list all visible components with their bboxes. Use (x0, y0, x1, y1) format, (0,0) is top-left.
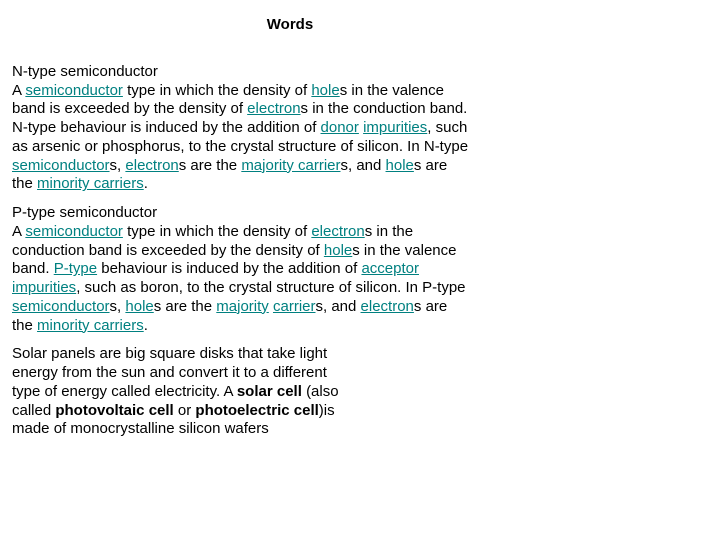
page-title: Words (12, 16, 708, 35)
link-semiconductor[interactable]: semiconductor (12, 157, 110, 174)
entry-solar: Solar panels are big square disks that t… (12, 345, 352, 439)
link-acceptor[interactable]: acceptor (361, 260, 419, 277)
link-electron[interactable]: electron (361, 298, 414, 315)
link-electron[interactable]: electron (247, 100, 300, 117)
ntype-heading: N-type semiconductor (12, 63, 158, 80)
link-electron[interactable]: electron (125, 157, 178, 174)
link-semiconductor[interactable]: semiconductor (25, 223, 123, 240)
link-hole[interactable]: hole (386, 157, 414, 174)
link-donor[interactable]: donor (321, 119, 359, 136)
link-semiconductor[interactable]: semiconductor (12, 298, 110, 315)
bold-photovoltaic-cell: photovoltaic cell (55, 402, 178, 419)
link-electron[interactable]: electron (311, 223, 364, 240)
bold-solar-cell: solar cell (237, 383, 306, 400)
txt: s are the (154, 298, 217, 315)
link-majority-carrier[interactable]: majority carrier (241, 157, 340, 174)
entry-ntype: N-type semiconductor A semiconductor typ… (12, 63, 472, 194)
txt: s, and (316, 298, 361, 315)
link-majority[interactable]: majority (216, 298, 269, 315)
txt: . (144, 317, 148, 334)
link-carrier[interactable]: carrier (273, 298, 316, 315)
link-hole[interactable]: hole (125, 298, 153, 315)
txt: s are the (179, 157, 242, 174)
txt: s, (110, 157, 126, 174)
txt: or (178, 402, 196, 419)
link-impurities[interactable]: impurities (363, 119, 427, 136)
txt: type in which the density of (123, 82, 311, 99)
txt: behaviour is induced by the addition of (97, 260, 361, 277)
entry-ptype: P-type semiconductor A semiconductor typ… (12, 204, 472, 335)
link-minority-carriers[interactable]: minority carriers (37, 317, 144, 334)
link-semiconductor[interactable]: semiconductor (25, 82, 123, 99)
txt: A (12, 82, 25, 99)
txt: type in which the density of (123, 223, 311, 240)
bold-photoelectric-cell: photoelectric cell (195, 402, 318, 419)
txt: s, and (341, 157, 386, 174)
txt: . (144, 175, 148, 192)
txt: , such as boron, to the crystal structur… (76, 279, 465, 296)
txt: A (12, 223, 25, 240)
ptype-heading: P-type semiconductor (12, 204, 157, 221)
link-impurities[interactable]: impurities (12, 279, 76, 296)
link-hole[interactable]: hole (324, 242, 352, 259)
txt: s, (110, 298, 126, 315)
link-p-type[interactable]: P-type (54, 260, 97, 277)
link-hole[interactable]: hole (311, 82, 339, 99)
link-minority-carriers[interactable]: minority carriers (37, 175, 144, 192)
